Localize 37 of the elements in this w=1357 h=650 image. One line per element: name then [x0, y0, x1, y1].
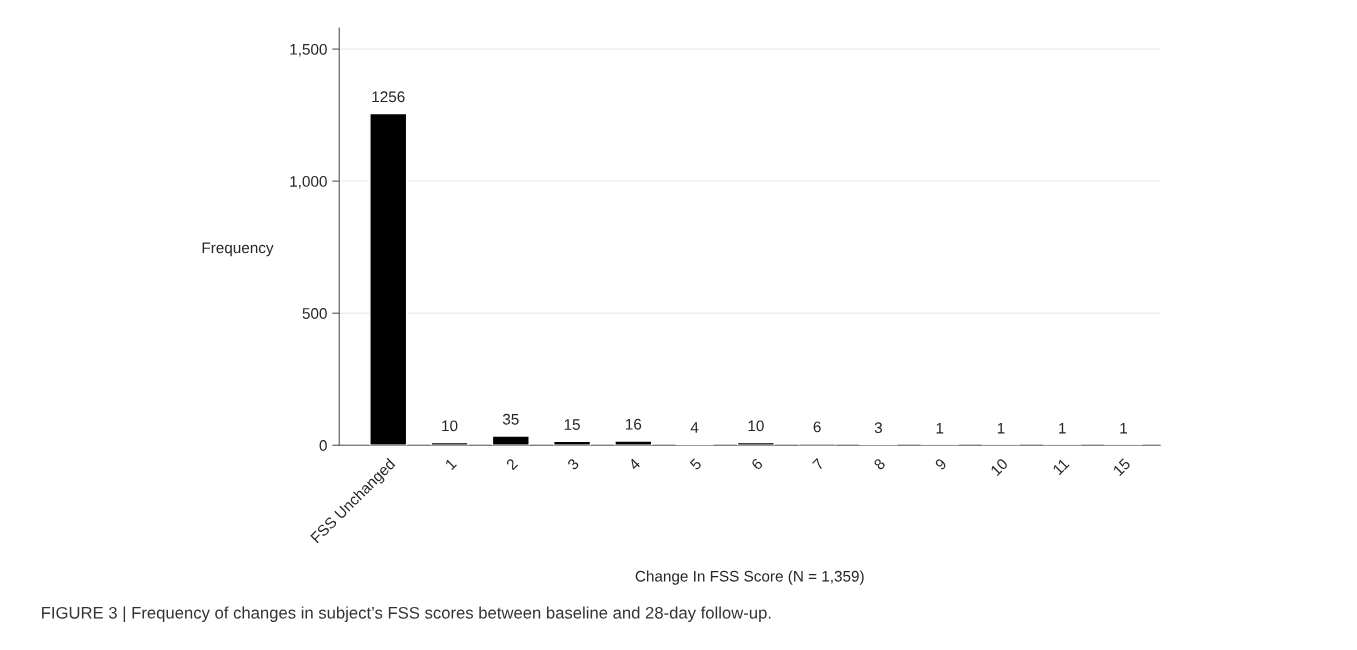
x-tick-label: 3: [566, 457, 580, 471]
data-label: 10: [442, 420, 458, 432]
y-tick-label: 0: [319, 440, 327, 451]
x-tick-label: 8: [873, 457, 886, 471]
x-tick-label: 6: [750, 457, 764, 471]
x-tick-label: 4: [627, 457, 641, 471]
data-label: 1: [936, 422, 944, 434]
y-tick-label: 1,000: [290, 176, 327, 189]
bar: [491, 435, 530, 446]
bar: [736, 441, 775, 446]
bar: [430, 441, 469, 446]
data-label: 1: [997, 422, 1005, 434]
x-tick-label: 5: [689, 457, 703, 471]
x-tick-label: 10: [990, 457, 1009, 477]
bar: [369, 112, 408, 446]
data-label: 3: [874, 422, 882, 434]
y-tick-label: 500: [302, 308, 327, 319]
x-tick-label: 2: [505, 457, 519, 471]
data-label: 10: [748, 420, 764, 432]
data-label: 1: [1120, 422, 1127, 434]
data-label: 1: [1059, 422, 1066, 434]
caption: FIGURE 3 | Frequency of changes in subject’s FSS scores between baseline and 28-day follow-up.: [42, 606, 771, 623]
data-label: 1256: [372, 91, 405, 103]
y-tick-label: 1,500: [290, 43, 327, 57]
x-tick-label: 7: [812, 457, 825, 471]
data-label: 6: [813, 421, 821, 433]
x-tick-label: 9: [934, 457, 948, 471]
bar: [614, 440, 653, 446]
data-label: 16: [626, 418, 642, 430]
x-tick-label: 1: [444, 457, 457, 471]
x-tick-label: 15: [1112, 457, 1131, 477]
y-axis-title: Frequency: [202, 242, 274, 257]
data-label: 4: [690, 422, 699, 433]
x-axis-title: Change In FSS Score (N = 1,359): [635, 570, 864, 585]
data-label: 15: [564, 419, 580, 430]
x-tick-label: 11: [1052, 457, 1070, 476]
data-label: 35: [502, 413, 519, 425]
